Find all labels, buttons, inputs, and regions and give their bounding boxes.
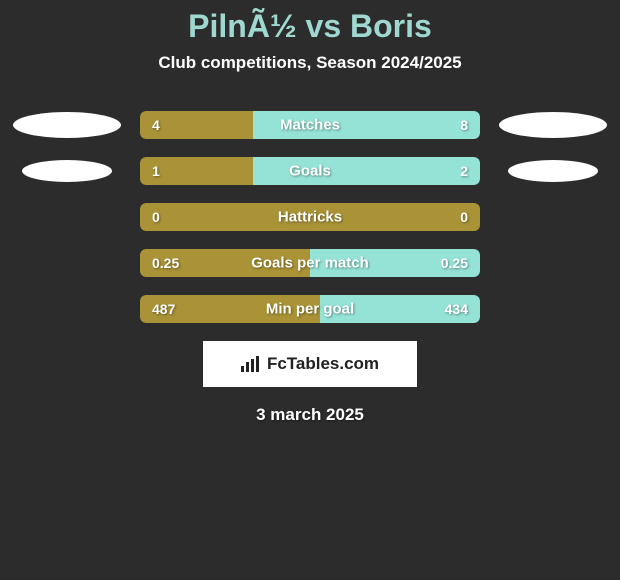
stat-left-value: 0 <box>152 209 160 225</box>
right-side-slot <box>498 160 608 182</box>
stat-bar-right <box>253 157 480 185</box>
stat-row: 1 Goals 2 <box>0 157 620 185</box>
stat-left-value: 1 <box>152 163 160 179</box>
left-side-slot <box>12 160 122 182</box>
stat-bar: 487 Min per goal 434 <box>140 295 480 323</box>
stat-label: Min per goal <box>266 301 354 318</box>
stat-left-value: 0.25 <box>152 255 179 271</box>
stat-bar: 0.25 Goals per match 0.25 <box>140 249 480 277</box>
stat-label: Goals <box>289 163 331 180</box>
page-subtitle: Club competitions, Season 2024/2025 <box>0 53 620 73</box>
comparison-widget: PilnÃ½ vs Boris Club competitions, Seaso… <box>0 0 620 425</box>
player-photo-placeholder <box>499 112 607 138</box>
date-label: 3 march 2025 <box>0 405 620 425</box>
stat-right-value: 434 <box>445 301 468 317</box>
stat-label: Matches <box>280 117 340 134</box>
stat-row: 487 Min per goal 434 <box>0 295 620 323</box>
right-side-slot <box>498 112 608 138</box>
player-photo-placeholder <box>13 112 121 138</box>
stat-right-value: 0.25 <box>441 255 468 271</box>
player-photo-placeholder <box>508 160 598 182</box>
chart-icon <box>241 356 261 372</box>
stat-row: 0.25 Goals per match 0.25 <box>0 249 620 277</box>
player-photo-placeholder <box>22 160 112 182</box>
stat-row: 4 Matches 8 <box>0 111 620 139</box>
stat-bar: 1 Goals 2 <box>140 157 480 185</box>
stat-right-value: 0 <box>460 209 468 225</box>
branding-text: FcTables.com <box>267 354 379 374</box>
left-side-slot <box>12 112 122 138</box>
stat-left-value: 4 <box>152 117 160 133</box>
stat-bar: 0 Hattricks 0 <box>140 203 480 231</box>
stat-row: 0 Hattricks 0 <box>0 203 620 231</box>
page-title: PilnÃ½ vs Boris <box>0 8 620 45</box>
stat-right-value: 8 <box>460 117 468 133</box>
stat-label: Goals per match <box>251 255 369 272</box>
stat-label: Hattricks <box>278 209 342 226</box>
branding-badge: FcTables.com <box>203 341 417 387</box>
stat-right-value: 2 <box>460 163 468 179</box>
stat-bar: 4 Matches 8 <box>140 111 480 139</box>
stat-left-value: 487 <box>152 301 175 317</box>
